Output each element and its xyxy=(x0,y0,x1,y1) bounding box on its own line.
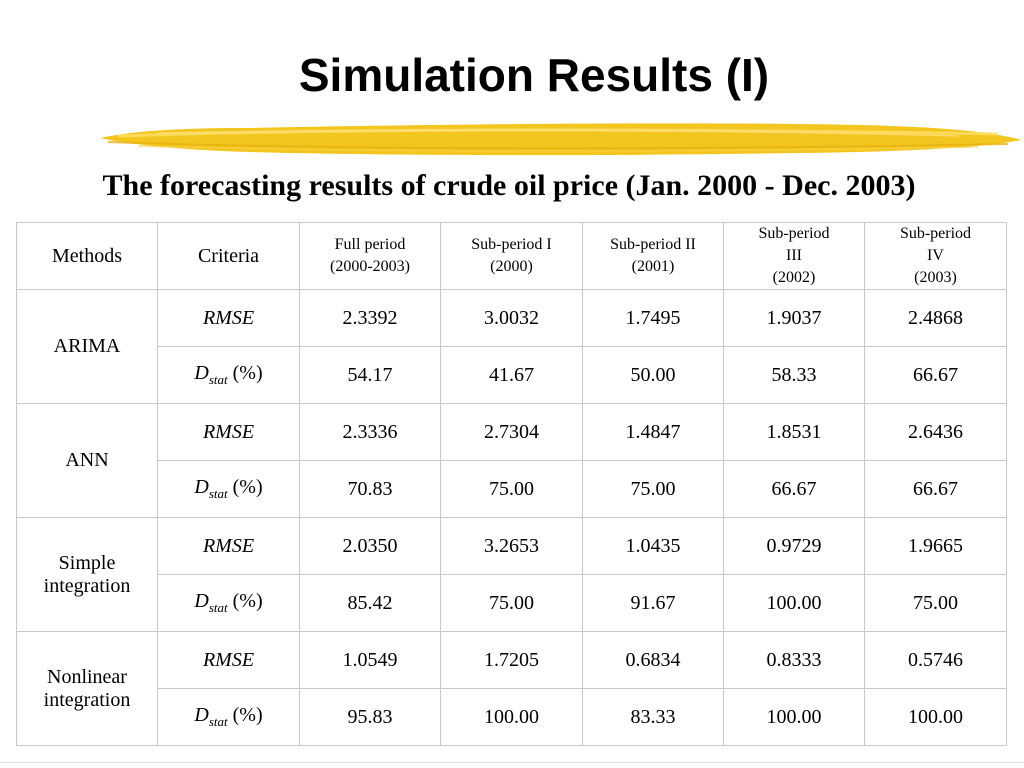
table-row: ANN RMSE 2.3336 2.7304 1.4847 1.8531 2.6… xyxy=(16,403,1007,518)
method-name: Simple integration xyxy=(16,517,158,632)
table-cell: 75.00 xyxy=(440,460,583,518)
table-cell: 54.17 xyxy=(299,346,441,404)
criteria-rmse: RMSE xyxy=(157,631,300,689)
table-cell: 2.6436 xyxy=(864,403,1007,461)
criteria-rmse: RMSE xyxy=(157,289,300,347)
header-row: Methods Criteria Full period (2000-2003) … xyxy=(16,222,1007,290)
yellow-brush-stroke xyxy=(100,123,1022,156)
table-cell: 0.5746 xyxy=(864,631,1007,689)
table-cell: 0.8333 xyxy=(723,631,865,689)
table-cell: 0.6834 xyxy=(582,631,724,689)
table-cell: 1.7495 xyxy=(582,289,724,347)
criteria-dstat: Dstat (%) xyxy=(157,346,300,404)
method-name: ANN xyxy=(16,403,158,518)
table-row: Dstat (%) 70.83 75.00 75.00 66.67 66.67 xyxy=(17,460,1007,518)
table-cell: 1.8531 xyxy=(723,403,865,461)
table-cell: 85.42 xyxy=(299,574,441,632)
method-name: Nonlinear integration xyxy=(16,631,158,746)
header-sub-period-2: Sub-period II (2001) xyxy=(582,222,724,290)
table-cell: 2.3392 xyxy=(299,289,441,347)
criteria-dstat: Dstat (%) xyxy=(157,688,300,746)
table-cell: 58.33 xyxy=(723,346,865,404)
results-table: Methods Criteria Full period (2000-2003) … xyxy=(16,222,1007,746)
table-cell: 2.0350 xyxy=(299,517,441,575)
table-row: Dstat (%) 95.83 100.00 83.33 100.00 100.… xyxy=(17,688,1007,746)
table-cell: 75.00 xyxy=(864,574,1007,632)
criteria-dstat: Dstat (%) xyxy=(157,460,300,518)
slide-title: Simulation Results (I) xyxy=(298,49,770,101)
table-cell: 2.7304 xyxy=(440,403,583,461)
table-cell: 100.00 xyxy=(723,574,865,632)
header-sub-period-1: Sub-period I (2000) xyxy=(440,222,583,290)
criteria-dstat: Dstat (%) xyxy=(157,574,300,632)
table-row: Nonlinear integration RMSE 1.0549 1.7205 … xyxy=(16,631,1007,746)
table-row: Simple integration RMSE 2.0350 3.2653 1.0… xyxy=(16,517,1007,632)
table-cell: 41.67 xyxy=(440,346,583,404)
table-cell: 66.67 xyxy=(723,460,865,518)
table-cell: 66.67 xyxy=(864,346,1007,404)
slide-bottom-divider xyxy=(0,762,1024,763)
table-row: Dstat (%) 85.42 75.00 91.67 100.00 75.00 xyxy=(17,574,1007,632)
table-cell: 1.0549 xyxy=(299,631,441,689)
table-cell: 100.00 xyxy=(440,688,583,746)
table-cell: 75.00 xyxy=(582,460,724,518)
table-cell: 66.67 xyxy=(864,460,1007,518)
table-cell: 83.33 xyxy=(582,688,724,746)
table-cell: 3.2653 xyxy=(440,517,583,575)
table-cell: 2.4868 xyxy=(864,289,1007,347)
method-name: ARIMA xyxy=(16,289,158,404)
header-sub-period-3: Sub-period III (2002) xyxy=(723,222,865,290)
criteria-rmse: RMSE xyxy=(157,403,300,461)
table-cell: 50.00 xyxy=(582,346,724,404)
table-row: ARIMA RMSE 2.3392 3.0032 1.7495 1.9037 2… xyxy=(16,289,1007,404)
header-full-period: Full period (2000-2003) xyxy=(299,222,441,290)
table-cell: 0.9729 xyxy=(723,517,865,575)
table-cell: 1.0435 xyxy=(582,517,724,575)
criteria-rmse: RMSE xyxy=(157,517,300,575)
table-caption: The forecasting results of crude oil pri… xyxy=(102,169,916,202)
table-cell: 1.4847 xyxy=(582,403,724,461)
table-row: Dstat (%) 54.17 41.67 50.00 58.33 66.67 xyxy=(17,346,1007,404)
table-cell: 75.00 xyxy=(440,574,583,632)
header-criteria: Criteria xyxy=(157,222,300,290)
table-cell: 1.9665 xyxy=(864,517,1007,575)
table-cell: 100.00 xyxy=(723,688,865,746)
table-cell: 100.00 xyxy=(864,688,1007,746)
table-cell: 3.0032 xyxy=(440,289,583,347)
table-cell: 2.3336 xyxy=(299,403,441,461)
table-cell: 95.83 xyxy=(299,688,441,746)
header-sub-period-4: Sub-period IV (2003) xyxy=(864,222,1007,290)
table-cell: 91.67 xyxy=(582,574,724,632)
header-methods: Methods xyxy=(16,222,158,290)
table-cell: 1.7205 xyxy=(440,631,583,689)
table-cell: 70.83 xyxy=(299,460,441,518)
table-cell: 1.9037 xyxy=(723,289,865,347)
